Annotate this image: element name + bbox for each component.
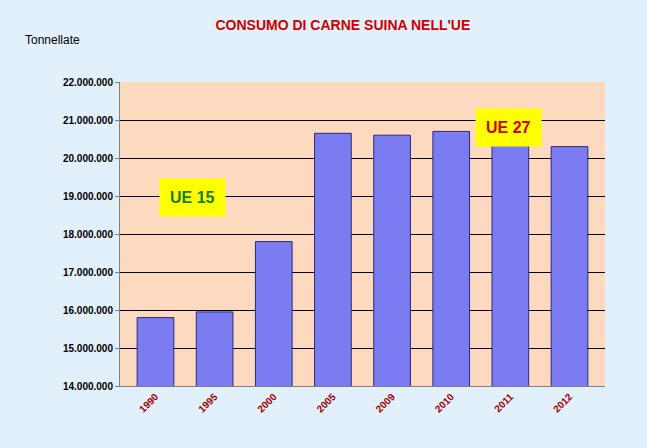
svg-text:CONSUMO DI CARNE SUINA NELL'UE: CONSUMO DI CARNE SUINA NELL'UE (215, 17, 470, 33)
svg-text:15.000.000: 15.000.000 (63, 343, 113, 354)
svg-text:1990: 1990 (137, 391, 161, 415)
svg-text:22.000.000: 22.000.000 (63, 77, 113, 88)
svg-text:16.000.000: 16.000.000 (63, 305, 113, 316)
svg-text:21.000.000: 21.000.000 (63, 115, 113, 126)
svg-text:2000: 2000 (255, 391, 279, 415)
svg-text:14.000.000: 14.000.000 (63, 381, 113, 392)
svg-text:Tonnellate: Tonnellate (25, 33, 80, 47)
svg-text:1995: 1995 (196, 391, 220, 415)
svg-text:17.000.000: 17.000.000 (63, 267, 113, 278)
svg-text:2012: 2012 (551, 391, 575, 415)
svg-text:UE 15: UE 15 (170, 189, 215, 206)
svg-text:20.000.000: 20.000.000 (63, 153, 113, 164)
svg-text:2010: 2010 (433, 391, 457, 415)
svg-text:UE 27: UE 27 (486, 119, 531, 136)
svg-text:2011: 2011 (492, 391, 515, 414)
svg-text:19.000.000: 19.000.000 (63, 191, 113, 202)
svg-text:2009: 2009 (374, 391, 398, 415)
svg-text:18.000.000: 18.000.000 (63, 229, 113, 240)
svg-text:2005: 2005 (314, 391, 338, 415)
